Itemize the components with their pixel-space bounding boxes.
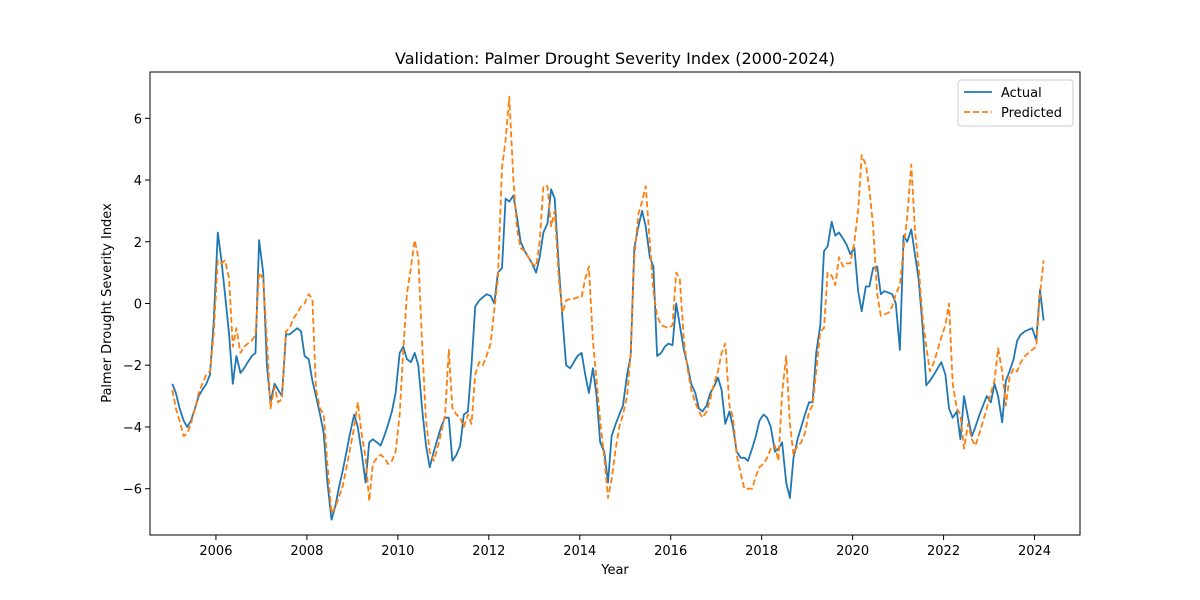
- legend-label-predicted: Predicted: [1001, 106, 1062, 121]
- y-tick-label: 6: [134, 112, 142, 127]
- chart-title: Validation: Palmer Drought Severity Inde…: [395, 49, 835, 68]
- legend-label-actual: Actual: [1001, 86, 1042, 101]
- y-tick-label: 2: [134, 236, 142, 251]
- series-line-actual: [171, 188, 1045, 521]
- y-tick-label: −4: [123, 421, 142, 436]
- x-tick-label: 2024: [1018, 544, 1051, 559]
- y-tick-label: 4: [134, 174, 142, 189]
- x-tick-label: 2014: [563, 544, 596, 559]
- x-tick-label: 2016: [654, 544, 687, 559]
- x-tick-label: 2012: [472, 544, 505, 559]
- x-tick-label: 2010: [381, 544, 414, 559]
- x-tick-label: 2020: [836, 544, 869, 559]
- y-axis-title: Palmer Drought Severity Index: [100, 203, 115, 403]
- y-tick-label: 0: [134, 298, 142, 313]
- y-tick-label: −2: [123, 359, 142, 374]
- x-tick-label: 2018: [745, 544, 778, 559]
- x-axis-title: Year: [600, 563, 629, 578]
- series-line-predicted: [171, 95, 1045, 515]
- plot-area: 2006 2008 2010 2012 2014 2016 2018 2020 2022 2024…: [123, 71, 1081, 559]
- x-tick-label: 2008: [290, 544, 323, 559]
- y-tick-label: −6: [123, 483, 142, 498]
- x-tick-label: 2006: [199, 544, 232, 559]
- legend: Actual Predicted: [957, 79, 1074, 127]
- x-tick-label: 2022: [927, 544, 960, 559]
